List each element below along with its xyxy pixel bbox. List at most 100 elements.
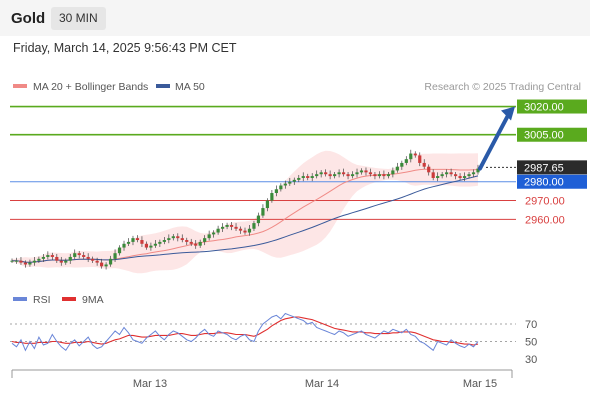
research-credit: Research © 2025 Trading Central <box>424 81 581 93</box>
candle-body <box>32 260 37 263</box>
candle-body <box>341 172 346 175</box>
candle-body <box>337 172 341 175</box>
candle-body <box>256 215 261 224</box>
candle-body <box>28 262 32 265</box>
candle-body <box>279 185 283 190</box>
candle-body <box>377 174 382 177</box>
level-tag-label: 2987.65 <box>524 162 564 174</box>
candle-body <box>297 177 301 180</box>
candle-body <box>91 258 95 261</box>
candle-body <box>373 174 377 177</box>
candle-body <box>189 241 193 244</box>
candle-body <box>413 153 417 156</box>
x-tick-label: Mar 14 <box>305 378 339 390</box>
candle-body <box>86 256 90 259</box>
candle-body <box>346 174 350 177</box>
candle-body <box>126 241 131 244</box>
candle-body <box>400 162 404 167</box>
x-tick-label: Mar 13 <box>133 378 167 390</box>
level-tag-bg <box>517 127 587 142</box>
candle-body <box>225 224 229 227</box>
candle-body <box>104 264 108 267</box>
candle-body <box>440 174 444 177</box>
candle-body <box>198 241 202 246</box>
candle-body <box>68 256 72 261</box>
candle-body <box>73 253 77 257</box>
forecast-arrow <box>478 111 511 171</box>
candle-body <box>185 240 189 242</box>
candle-body <box>100 262 104 267</box>
rsi-legend-label: RSI <box>33 294 51 306</box>
candle-body <box>82 255 86 257</box>
candle-body <box>382 174 386 177</box>
candle-body <box>149 245 153 248</box>
header-bar: Gold 30 MIN <box>0 0 590 36</box>
candle-body <box>288 181 292 184</box>
rsi-legend-swatch <box>13 297 27 301</box>
candle-body <box>158 241 162 244</box>
candle-body <box>319 172 323 175</box>
candle-body <box>252 223 256 229</box>
candle-body <box>135 238 140 241</box>
candle-body <box>274 189 278 194</box>
level-tag-bg <box>517 160 587 175</box>
candle-body <box>391 170 395 175</box>
candle-body <box>108 258 113 265</box>
candle-body <box>476 168 480 173</box>
candle-body <box>180 238 184 241</box>
candle-body <box>162 240 166 242</box>
candle-body <box>333 174 337 177</box>
candle-body <box>234 226 238 229</box>
candle-body <box>270 193 274 201</box>
level-tag-bg <box>517 174 587 189</box>
candle-body <box>37 258 41 261</box>
timeframe-button[interactable]: 30 MIN <box>51 7 106 30</box>
candle-body <box>117 247 122 254</box>
chart-datetime: Friday, March 14, 2025 9:56:43 PM CET <box>13 41 237 55</box>
legend-swatch-bollinger <box>13 84 27 88</box>
candle-body <box>243 230 247 233</box>
candle-body <box>458 176 462 178</box>
candle-body <box>386 174 390 177</box>
candle-body <box>265 200 270 209</box>
candle-body <box>23 262 28 265</box>
instrument-title: Gold <box>11 10 46 27</box>
candle-body <box>194 243 198 246</box>
candle-body <box>64 260 68 263</box>
level-tag-label: 2980.00 <box>524 177 564 189</box>
candle-body <box>41 256 45 259</box>
candle-body <box>10 260 14 262</box>
legend-swatch-ma50 <box>156 84 170 88</box>
candle-body <box>283 183 287 186</box>
candle-body <box>436 176 440 178</box>
rsi-tick-label: 70 <box>525 319 537 331</box>
rsi-tick-label: 50 <box>525 337 537 349</box>
level-tag-bg <box>517 99 587 114</box>
candle-body <box>409 153 413 160</box>
rsi-ma-legend-label: 9MA <box>82 294 104 306</box>
candle-body <box>19 260 23 263</box>
candle-body <box>395 166 399 171</box>
candle-body <box>306 176 310 178</box>
candle-body <box>324 172 328 175</box>
candle-body <box>404 159 408 163</box>
level-tag-label: 3020.00 <box>524 102 564 114</box>
candle-body <box>431 172 435 178</box>
x-tick-label: Mar 15 <box>463 378 497 390</box>
level-tag-label: 2970.00 <box>525 196 565 208</box>
candle-body <box>364 170 368 173</box>
candle-body <box>328 174 332 177</box>
candle-body <box>46 255 50 257</box>
candle-body <box>359 170 364 173</box>
candle-body <box>310 176 314 178</box>
candle-body <box>77 253 81 256</box>
candle-body <box>418 155 422 163</box>
candle-body <box>153 243 157 246</box>
ma50-line <box>12 175 479 263</box>
legend-label-ma50: MA 50 <box>175 81 205 93</box>
candle-body <box>427 166 431 173</box>
candle-body <box>113 253 117 259</box>
candle-body <box>355 172 359 175</box>
candle-body <box>55 256 59 261</box>
